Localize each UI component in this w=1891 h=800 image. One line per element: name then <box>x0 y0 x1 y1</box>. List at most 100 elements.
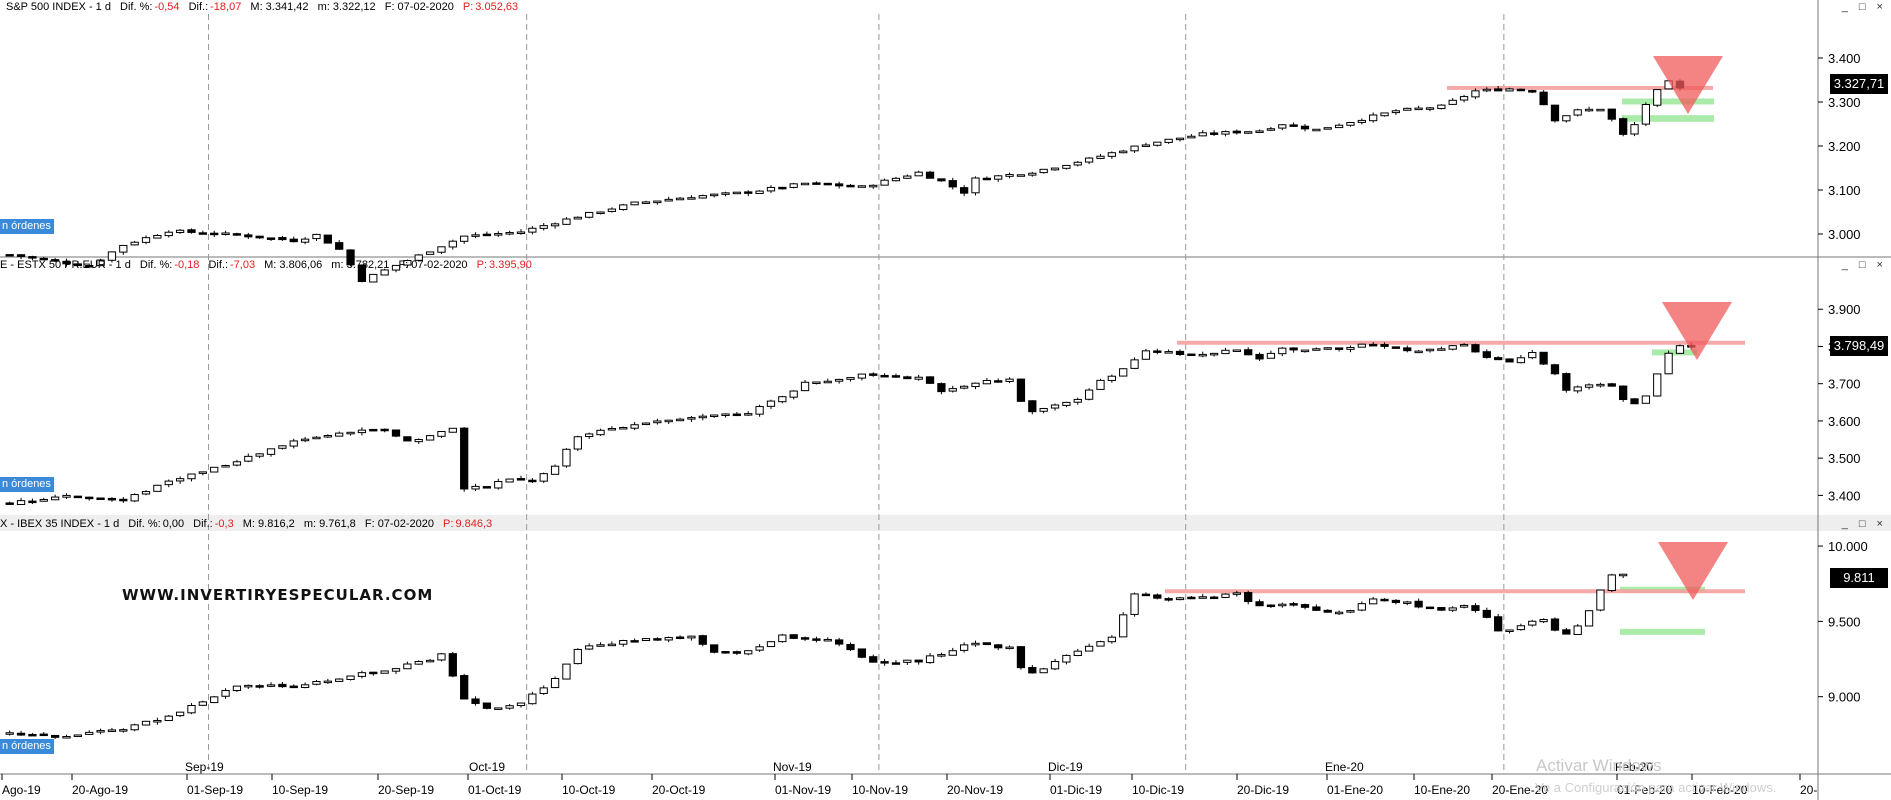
candle-body <box>1471 605 1480 611</box>
candle-body <box>1653 89 1662 106</box>
panel-window-controls[interactable]: _ □ × <box>1841 1 1887 13</box>
candle-body <box>766 641 776 648</box>
candle-body <box>800 637 810 640</box>
candle-body <box>653 200 662 204</box>
candle-body <box>1130 593 1139 615</box>
candle-body <box>1550 364 1560 375</box>
candle-body <box>244 234 253 238</box>
candle-body <box>505 232 514 235</box>
orders-tag[interactable]: n órdenes <box>0 477 54 492</box>
candle-body <box>1425 606 1435 610</box>
x-tick-label: 10-Nov-19 <box>852 783 908 797</box>
candle-body <box>357 429 367 434</box>
support-zone <box>1622 98 1714 105</box>
candle-body <box>1221 131 1230 135</box>
candle-body <box>119 498 128 502</box>
x-tick-label: 20-Nov-19 <box>947 783 1003 797</box>
candle-body <box>744 413 753 416</box>
candle-body <box>698 415 707 419</box>
candle-body <box>1153 141 1162 146</box>
candle-body <box>607 208 617 212</box>
candle-body <box>460 235 469 242</box>
candle-body <box>800 182 810 186</box>
candle-body <box>1619 118 1628 135</box>
orders-tag[interactable]: n órdenes <box>0 219 54 234</box>
candle-body <box>232 233 242 236</box>
candle-body <box>62 494 71 498</box>
candle-body <box>1119 368 1128 377</box>
orders-tag[interactable]: n órdenes <box>0 739 54 754</box>
candle-body <box>107 251 117 261</box>
candle-body <box>664 198 673 202</box>
candle-body <box>1153 594 1162 599</box>
candle-body <box>39 733 48 737</box>
month-label: Feb-20 <box>1615 760 1653 774</box>
candle-body <box>1482 351 1491 358</box>
candle-body <box>823 638 832 642</box>
panel-window-controls[interactable]: _ □ × <box>1841 259 1887 271</box>
candle-body <box>1584 384 1594 388</box>
candle-body <box>846 377 855 380</box>
x-tick-label: 01-Dic-19 <box>1050 783 1102 797</box>
candle-body <box>880 661 889 664</box>
candle-body <box>1403 107 1412 111</box>
candle-body <box>982 642 991 646</box>
candle-body <box>1232 349 1241 352</box>
candle-body <box>1346 610 1355 613</box>
x-tick-label: 20-Ene-20 <box>1492 783 1548 797</box>
candle-body <box>1300 604 1310 608</box>
candle-body <box>425 435 435 441</box>
support-zone <box>1652 349 1697 356</box>
candle-body <box>1528 352 1537 359</box>
dif-label: Dif.: <box>188 1 209 13</box>
candle-body <box>164 715 173 722</box>
candle-body <box>948 180 957 188</box>
candle-body <box>562 448 571 467</box>
y-tick-label: 3.700 <box>1828 377 1861 392</box>
candle-body <box>1494 616 1503 632</box>
candle-body <box>1630 124 1639 135</box>
candle-body <box>255 453 264 457</box>
panel-window-controls[interactable]: _ □ × <box>1841 518 1887 530</box>
candle-body <box>85 265 94 268</box>
candle-body <box>1448 345 1457 350</box>
candle-body <box>1369 598 1378 605</box>
y-tick-label: 3.000 <box>1828 227 1861 242</box>
candle-body <box>96 730 105 733</box>
candle-body <box>482 702 492 709</box>
candle-body <box>1528 620 1537 626</box>
panel-header-ibex35: X - IBEX 35 INDEX - 1 d Dif. %: 0,00 Dif.… <box>0 517 498 531</box>
candle-body <box>971 642 980 646</box>
candle-body <box>1130 359 1139 369</box>
dif-pct: -0,18 <box>174 259 200 271</box>
candle-body <box>198 232 207 235</box>
candle-body <box>1414 350 1423 354</box>
candle-body <box>448 240 457 248</box>
candle-body <box>1505 88 1514 92</box>
activate-windows-subtitle: Ve a Configuración para activar Windows. <box>1535 780 1777 795</box>
candle-body <box>1073 161 1082 166</box>
candle-body <box>1641 395 1651 404</box>
candle-body <box>505 705 514 709</box>
candle-body <box>289 685 298 689</box>
candle-body <box>630 640 639 643</box>
resistance-line <box>1165 589 1745 594</box>
candle-body <box>323 234 332 244</box>
candle-body <box>573 648 582 665</box>
candle-body <box>1312 606 1321 611</box>
candle-body <box>1016 646 1026 669</box>
candle-body <box>50 734 60 738</box>
candle-body <box>1653 373 1662 397</box>
month-label: Ene-20 <box>1325 760 1364 774</box>
candle-body <box>1312 348 1321 351</box>
candle-body <box>994 380 1003 383</box>
candle-body <box>585 211 594 218</box>
candle-body <box>482 233 492 237</box>
candle-body <box>528 693 537 705</box>
candle-body <box>1289 347 1298 351</box>
candle-body <box>255 685 264 688</box>
candle-body <box>857 185 867 188</box>
price-value: 9.846,3 <box>455 518 493 530</box>
candle-body <box>528 479 537 483</box>
candle-body <box>482 486 492 489</box>
